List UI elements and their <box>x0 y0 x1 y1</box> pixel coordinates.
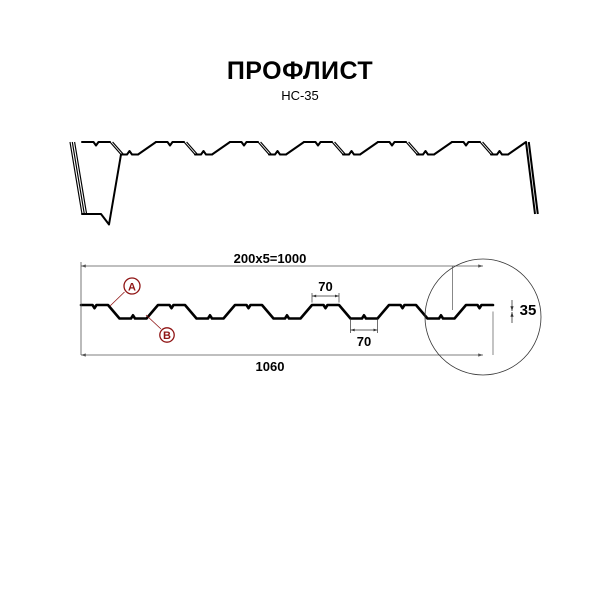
svg-text:70: 70 <box>357 334 371 349</box>
svg-text:ПРОФЛИСТ: ПРОФЛИСТ <box>227 57 373 85</box>
svg-text:НС-35: НС-35 <box>281 88 319 103</box>
svg-text:B: B <box>163 330 171 342</box>
svg-text:1060: 1060 <box>256 359 285 374</box>
svg-text:35: 35 <box>520 302 537 319</box>
svg-text:200x5=1000: 200x5=1000 <box>234 251 307 266</box>
svg-text:70: 70 <box>318 279 332 294</box>
svg-text:A: A <box>128 282 136 294</box>
